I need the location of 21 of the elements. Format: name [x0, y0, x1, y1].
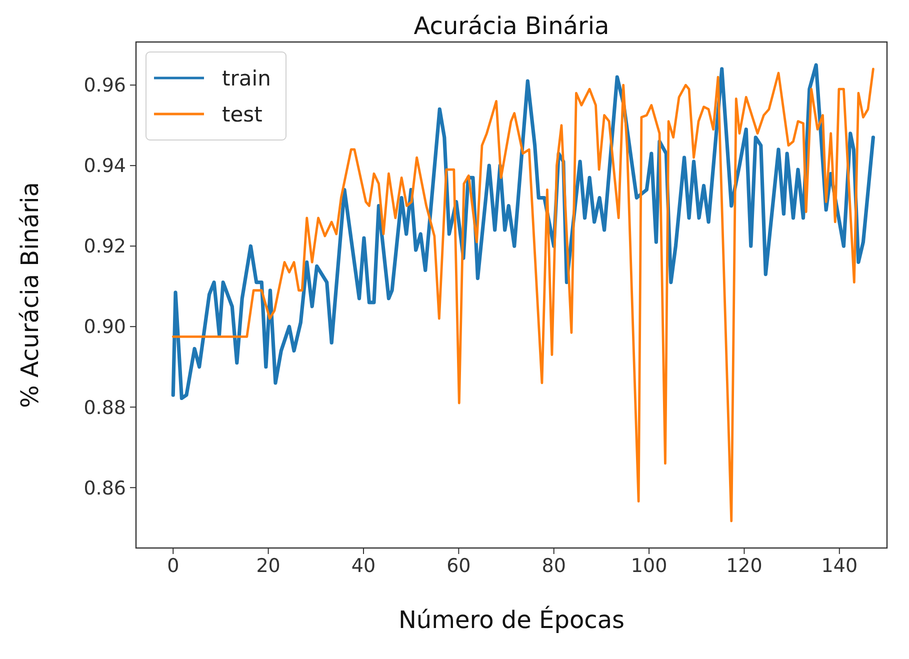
- x-tick-label: 120: [726, 555, 762, 577]
- x-tick-label: 20: [256, 555, 280, 577]
- x-tick-label: 40: [351, 555, 376, 577]
- y-tick-label: 0.90: [84, 316, 126, 338]
- legend-label: test: [222, 102, 262, 126]
- x-tick-label: 60: [446, 555, 471, 577]
- y-tick-label: 0.96: [84, 74, 126, 97]
- x-tick-label: 100: [630, 555, 668, 577]
- x-tick-label: 140: [821, 555, 858, 577]
- legend-label: train: [222, 66, 271, 90]
- chart-title: Acurácia Binária: [414, 12, 610, 40]
- y-tick-label: 0.88: [84, 396, 126, 419]
- y-tick-label: 0.94: [84, 155, 126, 178]
- x-tick-label: 0: [167, 555, 180, 577]
- line-series: [171, 63, 875, 400]
- line-series: [172, 68, 874, 522]
- y-tick-label: 0.92: [84, 236, 126, 258]
- x-tick-label: 80: [542, 555, 566, 577]
- y-axis-title: % Acurácia Binária: [16, 182, 44, 408]
- y-tick-label: 0.86: [84, 477, 126, 500]
- x-axis-title: Número de Épocas: [398, 605, 625, 634]
